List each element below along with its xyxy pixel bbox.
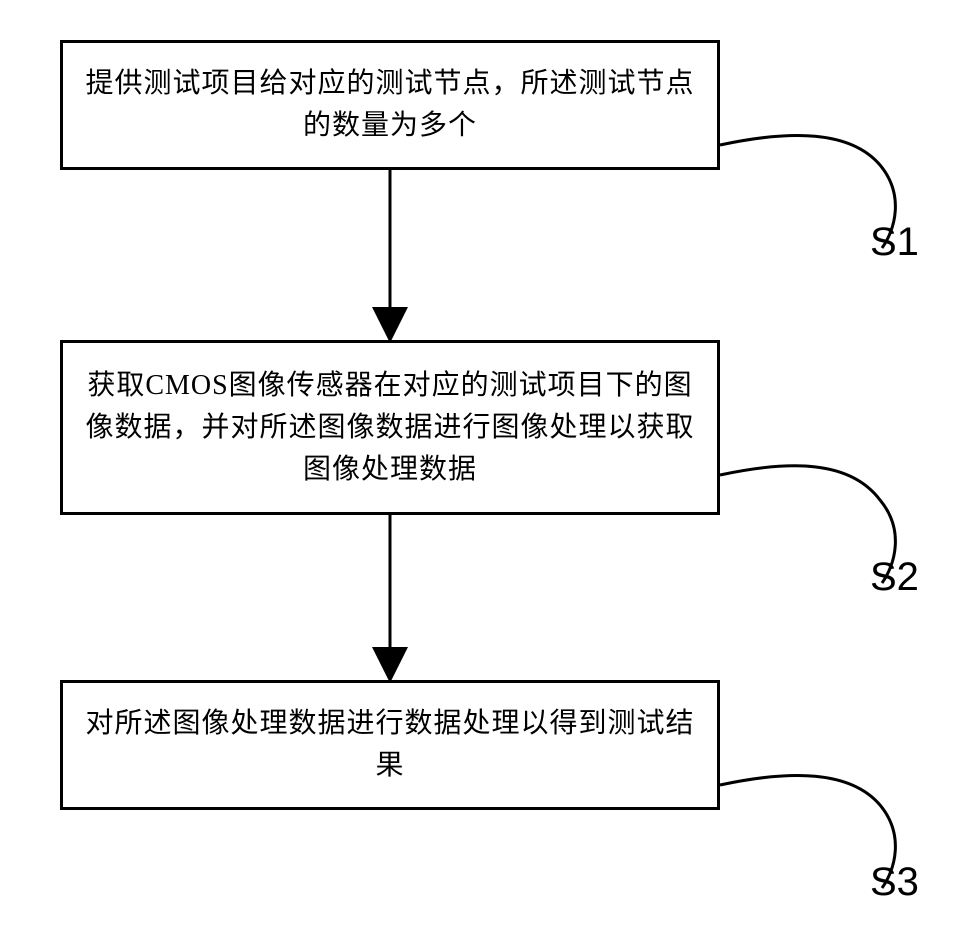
step-box-s3: 对所述图像处理数据进行数据处理以得到测试结果 xyxy=(60,680,720,810)
flowchart-canvas: 提供测试项目给对应的测试节点，所述测试节点的数量为多个 获取CMOS图像传感器在… xyxy=(0,0,960,950)
step-label-s1: S1 xyxy=(870,220,919,265)
step-text-s1: 提供测试项目给对应的测试节点，所述测试节点的数量为多个 xyxy=(83,63,697,147)
step-text-s3: 对所述图像处理数据进行数据处理以得到测试结果 xyxy=(83,703,697,787)
step-box-s1: 提供测试项目给对应的测试节点，所述测试节点的数量为多个 xyxy=(60,40,720,170)
step-text-s2: 获取CMOS图像传感器在对应的测试项目下的图像数据，并对所述图像数据进行图像处理… xyxy=(83,365,697,491)
step-box-s2: 获取CMOS图像传感器在对应的测试项目下的图像数据，并对所述图像数据进行图像处理… xyxy=(60,340,720,515)
step-label-s3: S3 xyxy=(870,860,919,905)
step-label-s2: S2 xyxy=(870,555,919,600)
